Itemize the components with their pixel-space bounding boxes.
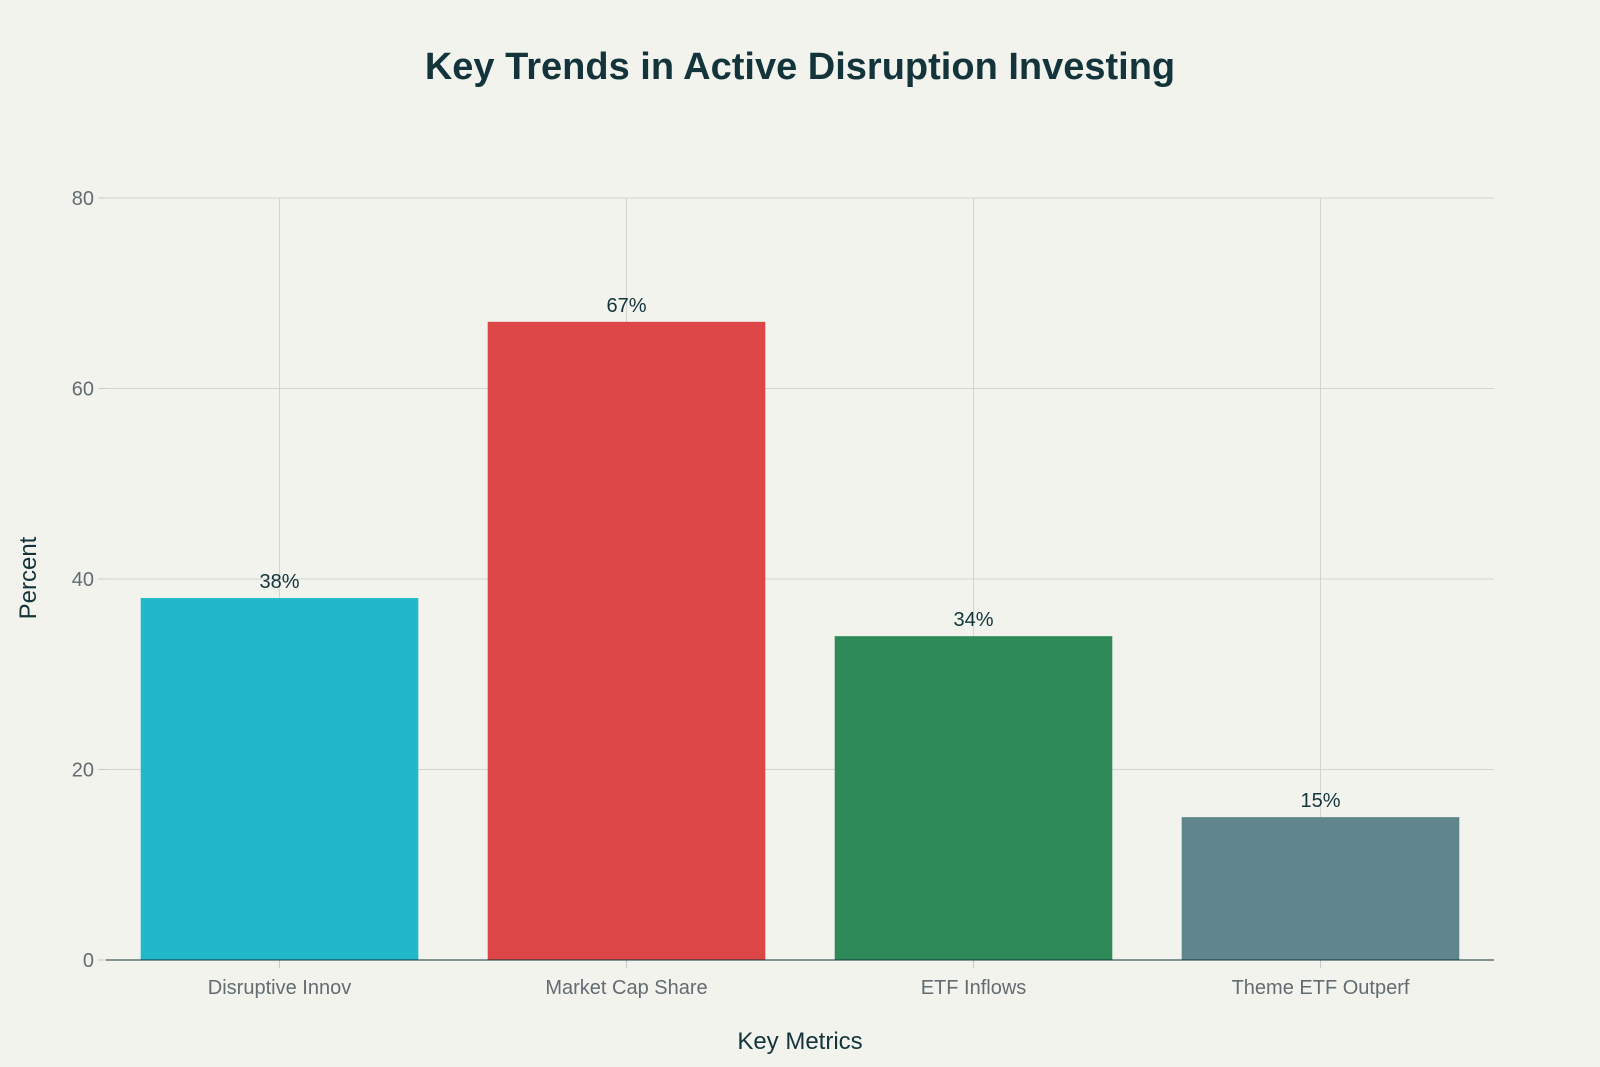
y-tick-label: 40 [72, 569, 94, 591]
axis-ticks: 0 20 40 60 80 Disruptive Innov Market Cap Shar… [72, 188, 1410, 999]
y-axis-title: Percent [15, 536, 42, 619]
bar-value-label: 38% [259, 571, 299, 593]
x-tick-label: Market Cap Share [545, 977, 707, 999]
x-tick-label: Theme ETF Outperf [1232, 977, 1410, 999]
bar-value-label: 67% [606, 295, 646, 317]
x-tick-label: Disruptive Innov [208, 977, 351, 999]
bar [140, 598, 419, 960]
bar-value-label: 34% [953, 609, 993, 631]
y-tick-label: 60 [72, 379, 94, 401]
bar [1181, 817, 1460, 960]
chart-title: Key Trends in Active Disruption Investin… [425, 46, 1175, 88]
bar [834, 636, 1113, 960]
bars [140, 321, 1460, 960]
y-tick-label: 80 [72, 188, 94, 210]
y-tick-label: 0 [83, 950, 94, 972]
y-tick-label: 20 [72, 760, 94, 782]
x-axis-title: Key Metrics [737, 1028, 862, 1055]
x-tick-label: ETF Inflows [921, 977, 1027, 999]
data-labels: 38% 67% 34% 15% [259, 295, 1340, 812]
bar [487, 321, 766, 960]
bar-value-label: 15% [1300, 790, 1340, 812]
